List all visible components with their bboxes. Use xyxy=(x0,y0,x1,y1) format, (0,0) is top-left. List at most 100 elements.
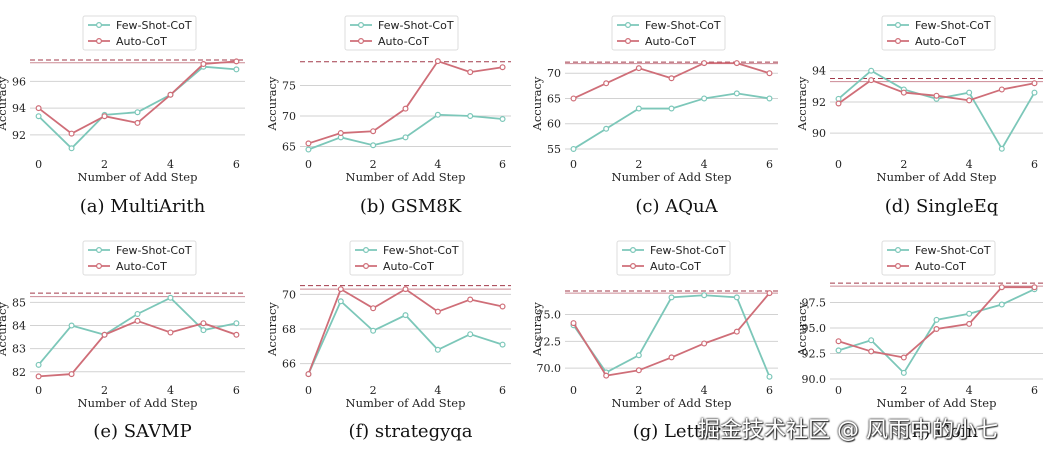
x-tick-label: 0 xyxy=(305,158,312,171)
x-tick-label: 0 xyxy=(570,158,577,171)
data-point xyxy=(733,60,740,67)
legend-label: Auto-CoT xyxy=(383,260,434,273)
legend-label: Few-Shot-CoT xyxy=(116,244,192,257)
x-axis-label: Number of Add Step xyxy=(346,396,466,410)
legend-label: Few-Shot-CoT xyxy=(383,244,459,257)
y-axis-label: Accuracy xyxy=(0,302,9,357)
legend: Few-Shot-CoT Auto-CoT xyxy=(881,240,996,276)
series-line xyxy=(573,92,770,150)
data-point xyxy=(434,111,441,118)
y-tick-label: 65 xyxy=(547,92,561,105)
data-point xyxy=(966,97,973,104)
y-tick-label: 68 xyxy=(282,323,296,336)
y-tick-label: 92.5 xyxy=(802,347,827,360)
x-axis-label: Number of Add Step xyxy=(612,396,732,410)
x-tick-label: 0 xyxy=(835,158,842,171)
x-tick-label: 2 xyxy=(900,158,907,171)
legend-marker xyxy=(894,247,901,254)
data-point xyxy=(835,338,842,345)
data-point xyxy=(966,320,973,327)
data-point xyxy=(603,125,610,132)
x-tick-label: 4 xyxy=(966,158,973,171)
data-point xyxy=(868,348,875,355)
legend-marker xyxy=(95,263,102,270)
y-axis-label: Accuracy xyxy=(265,302,279,357)
series-line xyxy=(307,287,503,375)
data-point xyxy=(167,329,174,336)
data-point xyxy=(1031,80,1038,87)
data-point xyxy=(370,128,377,135)
x-tick-label: 6 xyxy=(499,158,506,171)
data-point xyxy=(499,341,506,348)
legend-marker xyxy=(358,37,365,44)
data-point xyxy=(134,310,141,317)
y-tick-label: 97.5 xyxy=(802,296,827,309)
data-point xyxy=(1031,89,1038,96)
data-point xyxy=(998,86,1005,93)
data-point xyxy=(635,352,642,359)
data-point xyxy=(668,294,675,301)
data-point xyxy=(733,294,740,301)
legend-marker xyxy=(363,263,370,270)
data-point xyxy=(337,130,344,137)
data-point xyxy=(68,371,75,378)
data-point xyxy=(402,134,409,141)
y-axis-label: Accuracy xyxy=(265,76,279,131)
data-point xyxy=(835,95,842,102)
data-point xyxy=(499,64,506,71)
chart-panel: 82 83 84 85 0 2 4 6 Number of Add Step Accuracy Fe… xyxy=(0,240,245,442)
data-point xyxy=(701,95,708,102)
y-tick-label: 95.0 xyxy=(802,322,827,335)
series-line xyxy=(572,294,771,378)
chart-panel: 90.0 92.5 95.0 97.5 0 2 4 6 Number of Add Step Ac… xyxy=(795,240,1043,442)
data-point xyxy=(402,286,409,293)
data-point xyxy=(467,331,474,338)
x-tick-label: 2 xyxy=(900,384,907,397)
data-point xyxy=(570,320,577,327)
data-point xyxy=(635,367,642,374)
panel-caption: (h) Coin xyxy=(905,421,979,442)
x-axis-label: Number of Add Step xyxy=(346,170,466,184)
data-point xyxy=(68,322,75,329)
y-tick-label: 92 xyxy=(812,96,826,109)
y-tick-label: 83 xyxy=(12,343,26,356)
y-tick-label: 96 xyxy=(12,75,26,88)
legend-box xyxy=(611,15,726,51)
legend-label: Auto-CoT xyxy=(915,260,966,273)
y-tick-label: 94 xyxy=(812,65,826,78)
data-point xyxy=(733,90,740,97)
data-point xyxy=(966,310,973,317)
data-point xyxy=(868,67,875,74)
data-point xyxy=(998,284,1005,291)
x-tick-label: 4 xyxy=(434,158,441,171)
data-point xyxy=(933,92,940,99)
legend-box xyxy=(82,240,197,276)
legend-marker xyxy=(624,22,631,29)
data-point xyxy=(766,290,773,297)
legend-label: Auto-CoT xyxy=(645,35,696,48)
data-point xyxy=(499,116,506,123)
data-point xyxy=(998,301,1005,308)
data-point xyxy=(635,65,642,72)
series-line xyxy=(37,296,237,366)
legend-box xyxy=(881,15,996,51)
legend-label: Auto-CoT xyxy=(116,260,167,273)
legend-marker xyxy=(629,263,636,270)
x-tick-label: 4 xyxy=(701,158,708,171)
data-point xyxy=(570,95,577,102)
x-tick-label: 2 xyxy=(635,158,642,171)
legend-marker xyxy=(95,22,102,29)
legend: Few-Shot-CoT Auto-CoT xyxy=(344,15,459,51)
y-axis-label: Accuracy xyxy=(0,76,9,131)
panel-caption: (c) AQuA xyxy=(635,196,718,217)
data-point xyxy=(998,145,1005,152)
legend: Few-Shot-CoT Auto-CoT xyxy=(82,240,197,276)
chart-panel: 92 94 96 0 2 4 6 Number of Add Step Accuracy Few-… xyxy=(0,15,245,217)
x-tick-label: 6 xyxy=(1031,384,1038,397)
x-tick-label: 0 xyxy=(835,384,842,397)
x-axis-label: Number of Add Step xyxy=(78,170,198,184)
data-point xyxy=(933,316,940,323)
panel-caption: (g) Letter xyxy=(633,421,721,442)
x-axis-label: Number of Add Step xyxy=(877,170,997,184)
y-tick-label: 90.0 xyxy=(802,373,827,386)
